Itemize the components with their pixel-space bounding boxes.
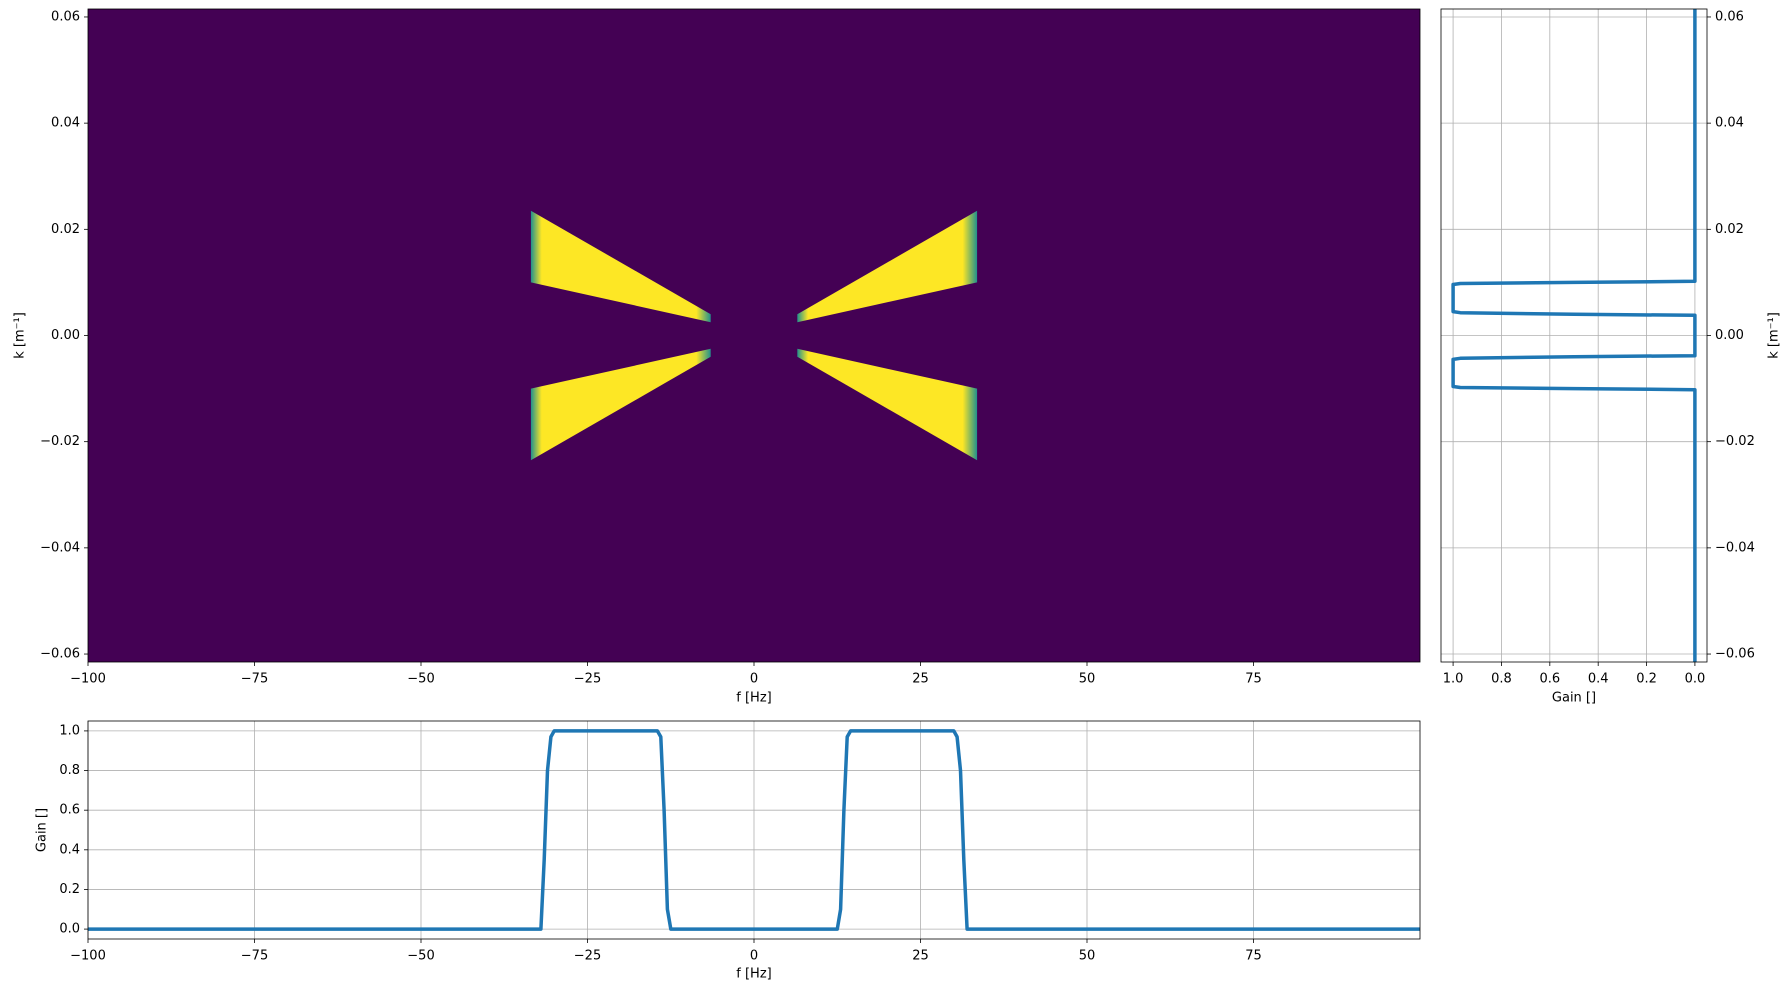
k-gain-panel: 1.0 0.8 0.6 0.4 0.2 0.0 −0.06 −0.04 −0.02 0.00 0.0… (1440, 8, 1782, 706)
x-tick-label: 0 (750, 672, 758, 687)
y-tick-label: −0.06 (40, 647, 80, 662)
y-tick-label: 0.00 (1715, 328, 1744, 343)
x-tick-label: 0.4 (1588, 672, 1609, 687)
y-tick-label: 0.04 (1715, 116, 1744, 131)
x-tick-label: −100 (70, 949, 106, 964)
x-tick-label: 0.2 (1636, 672, 1657, 687)
f-gain-panel: −100 −75 −50 −25 0 25 50 75 0.0 0.2 0.4 0.6 0.8 1.0 f … (35, 720, 1421, 982)
x-tick-label: 25 (912, 949, 929, 964)
heatmap-passband-wedge-4 (530, 348, 711, 461)
y-tick-label: 0.06 (51, 9, 80, 24)
y-tick-label: 0.04 (51, 116, 80, 131)
x-tick-label: −25 (574, 672, 601, 687)
x-tick-label: 75 (1245, 672, 1262, 687)
x-tick-label: 0.6 (1539, 672, 1560, 687)
f-gain-curve (88, 729, 1420, 931)
y-tick-label: 0.02 (51, 222, 80, 237)
x-axis-label: Gain [] (1552, 691, 1596, 706)
heatmap-passband-wedge-2 (530, 210, 711, 323)
heatmap-background (88, 9, 1420, 662)
y-tick-label: 1.0 (59, 723, 80, 738)
x-tick-label: −50 (407, 672, 434, 687)
x-tick-label: 0.0 (1685, 672, 1706, 687)
y-tick-label: 0.0 (59, 922, 80, 937)
x-tick-label: 0.8 (1491, 672, 1512, 687)
x-tick-label: 50 (1079, 949, 1096, 964)
y-axis-label: Gain [] (35, 808, 50, 852)
x-tick-label: −50 (407, 949, 434, 964)
y-tick-label: 0.2 (59, 882, 80, 897)
x-axis-label: f [Hz] (736, 691, 771, 706)
x-tick-label: 75 (1245, 949, 1262, 964)
heatmap-passband-wedge-1 (797, 210, 978, 323)
y-axis-label: k [m⁻¹] (13, 312, 28, 359)
x-tick-label: −25 (574, 949, 601, 964)
x-tick-label: 25 (912, 672, 929, 687)
x-tick-label: −75 (241, 672, 268, 687)
x-tick-label: −100 (70, 672, 106, 687)
x-tick-label: −75 (241, 949, 268, 964)
y-tick-label: 0.06 (1715, 9, 1744, 24)
x-tick-label: 1.0 (1443, 672, 1464, 687)
y-tick-label: 0.00 (51, 328, 80, 343)
y-tick-label: −0.06 (1715, 647, 1755, 662)
y-tick-label: −0.04 (1715, 540, 1755, 555)
heatmap-passband-wedge-3 (797, 348, 978, 461)
y-tick-label: 0.6 (59, 803, 80, 818)
y-axis-label: k [m⁻¹] (1767, 312, 1782, 359)
y-tick-label: −0.02 (40, 434, 80, 449)
x-axis-label: f [Hz] (736, 967, 771, 982)
k-gain-curve (1451, 9, 1697, 662)
y-tick-label: −0.04 (40, 540, 80, 555)
fk-map-panel: −100 −75 −50 −25 0 25 50 75 −0.06 −0.04 −0.02 0.00 0… (13, 8, 1421, 706)
y-tick-label: 0.4 (59, 842, 80, 857)
x-tick-label: 0 (750, 949, 758, 964)
y-tick-label: −0.02 (1715, 434, 1755, 449)
x-tick-label: 50 (1079, 672, 1096, 687)
y-tick-label: 0.8 (59, 763, 80, 778)
y-tick-label: 0.02 (1715, 222, 1744, 237)
